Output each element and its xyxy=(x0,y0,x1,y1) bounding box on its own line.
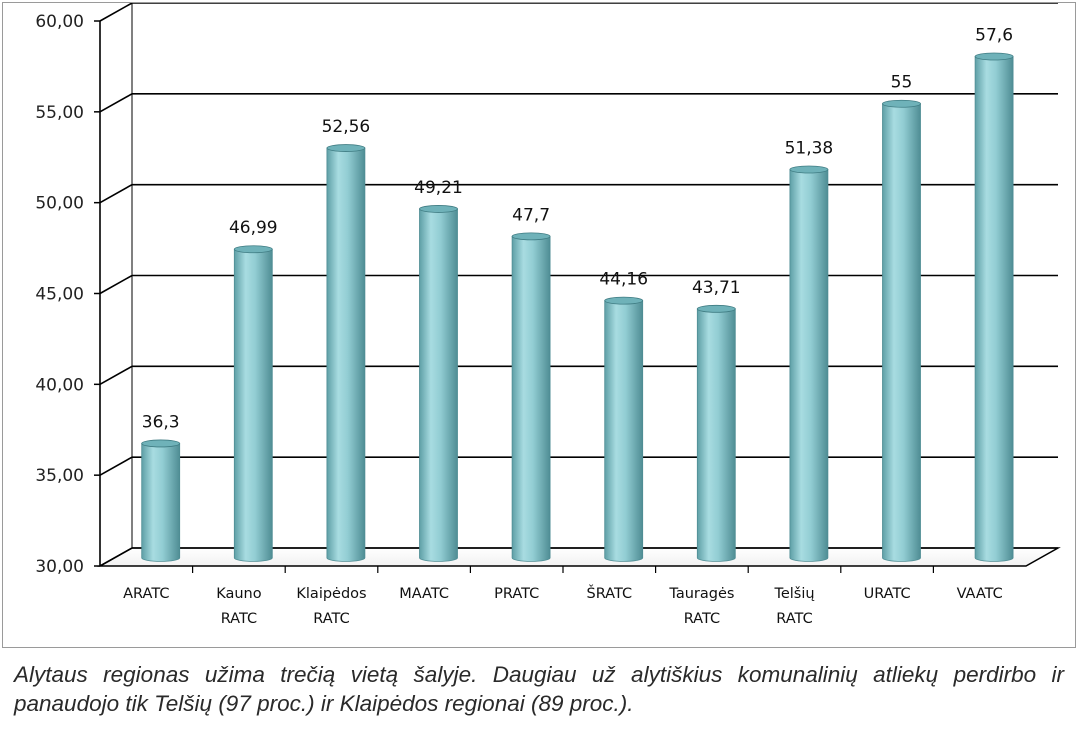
bar-chart: 30,00 35,00 40,00 45,00 50,00 55,00 60,00 36,3… xyxy=(35,3,1061,627)
x-category-label: RATC xyxy=(776,611,812,627)
bar xyxy=(882,99,921,562)
x-category-label: RATC xyxy=(684,611,720,627)
data-label: 47,7 xyxy=(512,205,550,225)
y-axis-tick-labels: 30,00 35,00 40,00 45,00 50,00 55,00 60,00 xyxy=(35,12,84,577)
y-tick-label: 50,00 xyxy=(35,194,84,214)
bar-body xyxy=(789,169,829,562)
bar-body xyxy=(604,300,644,562)
bar xyxy=(789,165,829,562)
chart-frame: 30,00 35,00 40,00 45,00 50,00 55,00 60,00 36,3… xyxy=(2,2,1076,648)
data-label: 36,3 xyxy=(142,412,180,432)
data-label: 49,21 xyxy=(414,178,463,198)
bar-cap xyxy=(233,245,273,254)
bar-cap xyxy=(604,296,644,305)
data-labels: 36,3 46,99 52,56 49,21 47,7 44,16 43,71 51,38 55… xyxy=(142,26,1013,433)
data-label: 46,99 xyxy=(229,218,278,238)
bar-body xyxy=(882,103,921,562)
x-category-label: ARATC xyxy=(123,586,169,602)
x-category-label: Tauragės xyxy=(668,586,734,602)
category-labels: ARATC Kauno RATC Klaipėdos RATC MAATC PRATC ŠRA… xyxy=(123,584,1003,627)
y-tick-label: 45,00 xyxy=(35,285,84,305)
y-tick-label: 30,00 xyxy=(35,557,84,577)
x-category-label: URATC xyxy=(864,586,911,602)
bar xyxy=(233,245,273,562)
bar xyxy=(696,304,736,562)
bar xyxy=(974,52,1014,562)
y-tick-label: 40,00 xyxy=(35,375,84,395)
x-category-label: Telšių xyxy=(773,586,814,602)
axes xyxy=(94,3,935,573)
data-label: 52,56 xyxy=(322,117,371,137)
bar-cap xyxy=(789,165,829,174)
bar-cap xyxy=(326,144,366,152)
data-label: 51,38 xyxy=(785,138,834,158)
bar-body xyxy=(974,56,1014,562)
figure-caption: Alytaus regionas užima trečią vietą šaly… xyxy=(14,662,1064,716)
x-category-label: ŠRATC xyxy=(586,584,632,602)
bar-body xyxy=(419,208,458,562)
bar-cap xyxy=(419,205,458,213)
bars xyxy=(141,52,1014,562)
bar xyxy=(511,232,551,562)
data-label: 57,6 xyxy=(975,26,1013,46)
bar xyxy=(604,296,644,562)
x-category-label: MAATC xyxy=(399,586,449,602)
bar-body xyxy=(233,248,273,562)
bar-cap xyxy=(511,232,551,241)
bar xyxy=(419,205,458,562)
bar-body xyxy=(141,443,181,562)
bar-body xyxy=(511,235,551,562)
bar-body xyxy=(696,308,736,562)
bar-cap xyxy=(974,52,1014,61)
data-label: 44,16 xyxy=(599,270,648,290)
data-label: 43,71 xyxy=(692,278,741,298)
bar-cap xyxy=(141,439,181,448)
x-category-label: RATC xyxy=(221,611,257,627)
y-tick-label: 55,00 xyxy=(35,103,84,123)
x-category-label: Kauno xyxy=(216,586,262,602)
bar-cap xyxy=(696,304,736,313)
bar xyxy=(141,439,181,562)
bar-cap xyxy=(882,99,921,108)
gridline xyxy=(99,3,1058,22)
bar-body xyxy=(326,147,366,562)
x-category-label: RATC xyxy=(313,611,349,627)
x-category-label: VAATC xyxy=(957,586,1003,602)
bar xyxy=(326,144,366,562)
y-tick-label: 35,00 xyxy=(35,466,84,486)
data-label: 55 xyxy=(891,73,913,93)
x-category-label: Klaipėdos xyxy=(296,586,366,602)
y-tick-label: 60,00 xyxy=(35,12,84,32)
x-category-label: PRATC xyxy=(494,586,539,602)
